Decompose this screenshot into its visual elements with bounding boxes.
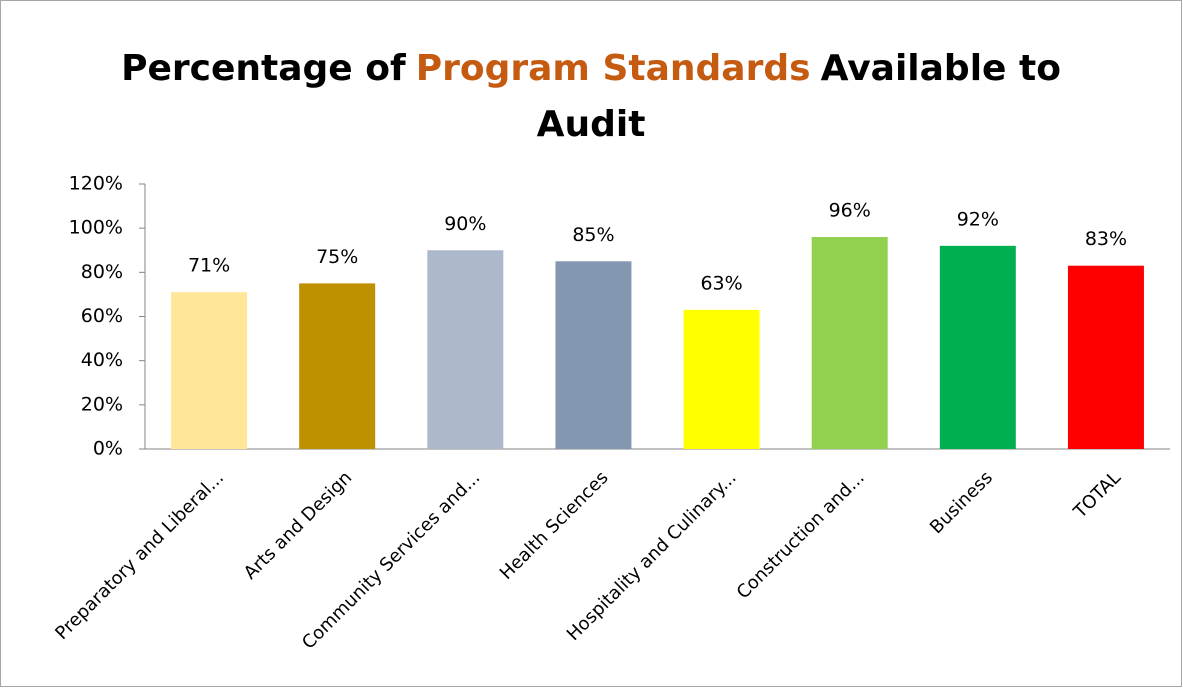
bar: [171, 292, 248, 449]
y-tick-label: 100%: [69, 217, 123, 239]
bar: [811, 237, 888, 449]
data-label: 90%: [444, 213, 486, 235]
y-tick-label: 20%: [81, 393, 123, 415]
bar: [939, 245, 1016, 449]
data-label: 83%: [1085, 228, 1127, 250]
data-label: 92%: [957, 208, 999, 230]
data-label: 96%: [829, 200, 871, 222]
y-tick-label: 40%: [81, 349, 123, 371]
chart-title: Audit: [537, 104, 646, 145]
data-label: 85%: [572, 224, 614, 246]
chart-title: Percentage of Program Standards Available …: [121, 48, 1061, 89]
bar: [299, 283, 376, 449]
y-tick-label: 80%: [81, 261, 123, 283]
y-tick-label: 0%: [93, 438, 123, 460]
title-run: Available to: [821, 48, 1061, 89]
data-label: 71%: [188, 255, 230, 277]
bar: [683, 309, 760, 449]
title-run: Percentage of: [121, 48, 406, 89]
title-run: Program Standards: [416, 48, 811, 89]
title-run: Audit: [537, 104, 646, 145]
y-tick-label: 120%: [69, 173, 123, 195]
data-label: 63%: [700, 272, 742, 294]
data-label: 75%: [316, 246, 358, 268]
bar: [555, 261, 632, 449]
y-tick-label: 60%: [81, 305, 123, 327]
bar: [1067, 265, 1144, 449]
bar: [427, 250, 504, 449]
